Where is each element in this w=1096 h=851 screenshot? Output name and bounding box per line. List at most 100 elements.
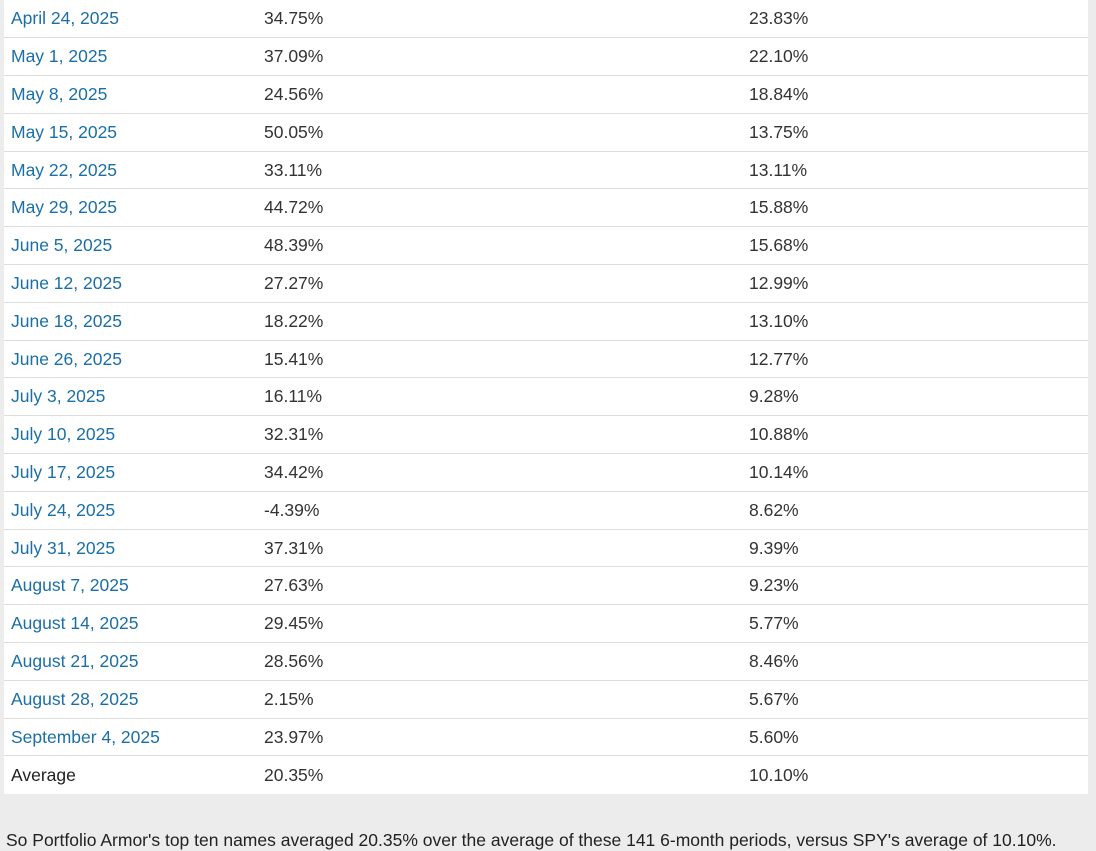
- table-row: May 15, 2025 50.05% 13.75%: [4, 113, 1088, 152]
- date-cell: June 12, 2025: [4, 265, 257, 303]
- summary-paragraph: So Portfolio Armor's top ten names avera…: [6, 829, 1057, 850]
- table-row: June 26, 2025 15.41% 12.77%: [4, 340, 1088, 378]
- average-portfolio-return: 20.35%: [264, 764, 324, 785]
- spy-return-cell: 22.10%: [749, 46, 809, 67]
- spy-return-cell: 15.88%: [749, 197, 809, 218]
- portfolio-return-cell: 37.09%: [264, 46, 324, 67]
- table-row: June 12, 2025 27.27% 12.99%: [4, 265, 1088, 303]
- date-link[interactable]: July 31, 2025: [11, 537, 116, 558]
- table-row: August 7, 2025 27.63% 9.23%: [4, 567, 1088, 605]
- returns-table-container: April 24, 2025 34.75% 23.83% May 1, 2025 37.…: [4, 0, 1088, 794]
- portfolio-return-cell: 2.15%: [264, 688, 314, 709]
- table-row: May 1, 2025 37.09% 22.10%: [4, 38, 1088, 76]
- portfolio-return-cell: -4.39%: [264, 499, 320, 520]
- portfolio-return-cell: 50.05%: [264, 121, 324, 142]
- returns-table: April 24, 2025 34.75% 23.83% May 1, 2025 37.…: [4, 0, 1088, 794]
- date-link[interactable]: April 24, 2025: [11, 8, 119, 29]
- spy-return-cell: 5.60%: [749, 726, 799, 747]
- date-link[interactable]: June 26, 2025: [11, 348, 122, 369]
- spy-return-cell: 5.77%: [749, 613, 799, 634]
- table-row: June 5, 2025 48.39% 15.68%: [4, 227, 1088, 265]
- table-row: July 24, 2025 -4.39% 8.62%: [4, 491, 1088, 530]
- date-cell: June 5, 2025: [4, 227, 257, 265]
- date-link[interactable]: June 18, 2025: [11, 310, 122, 331]
- portfolio-return-cell: 34.42%: [264, 461, 324, 482]
- portfolio-return-cell: 34.75%: [264, 8, 324, 29]
- date-cell: May 8, 2025: [4, 76, 257, 114]
- date-cell: May 22, 2025: [4, 151, 257, 189]
- date-cell: September 4, 2025: [4, 718, 257, 756]
- table-row: July 10, 2025 32.31% 10.88%: [4, 416, 1088, 454]
- date-link[interactable]: July 10, 2025: [11, 424, 116, 445]
- spy-return-cell: 13.11%: [749, 159, 808, 180]
- date-cell: June 26, 2025: [4, 340, 257, 378]
- spy-return-cell: 8.46%: [749, 650, 799, 671]
- portfolio-return-cell: 44.72%: [264, 197, 324, 218]
- spy-return-cell: 9.39%: [749, 537, 799, 558]
- spy-return-cell: 12.77%: [749, 348, 809, 369]
- date-cell: June 18, 2025: [4, 302, 257, 340]
- table-row: May 8, 2025 24.56% 18.84%: [4, 76, 1088, 114]
- portfolio-return-cell: 32.31%: [264, 424, 324, 445]
- date-cell: May 1, 2025: [4, 38, 257, 76]
- date-cell: August 28, 2025: [4, 680, 257, 718]
- table-row: June 18, 2025 18.22% 13.10%: [4, 302, 1088, 341]
- returns-table-body: April 24, 2025 34.75% 23.83% May 1, 2025 37.…: [4, 0, 1088, 794]
- date-link[interactable]: September 4, 2025: [11, 726, 160, 747]
- date-link[interactable]: May 1, 2025: [11, 46, 108, 67]
- portfolio-return-cell: 33.11%: [264, 159, 323, 180]
- spy-return-cell: 10.14%: [749, 461, 809, 482]
- date-cell: August 7, 2025: [4, 567, 257, 605]
- table-row: April 24, 2025 34.75% 23.83%: [4, 0, 1088, 38]
- average-label: Average: [11, 764, 76, 785]
- portfolio-return-cell: 24.56%: [264, 83, 324, 104]
- spy-return-cell: 13.75%: [749, 121, 809, 142]
- date-link[interactable]: June 12, 2025: [11, 272, 122, 293]
- date-cell: May 15, 2025: [4, 113, 257, 151]
- portfolio-return-cell: 23.97%: [264, 726, 324, 747]
- portfolio-return-cell: 27.63%: [264, 575, 324, 596]
- date-link[interactable]: July 3, 2025: [11, 386, 106, 407]
- table-row: September 4, 2025 23.97% 5.60%: [4, 718, 1088, 756]
- date-cell: May 29, 2025: [4, 189, 257, 227]
- table-row: May 22, 2025 33.11% 13.11%: [4, 151, 1088, 189]
- date-cell: July 17, 2025: [4, 454, 257, 492]
- date-link[interactable]: May 22, 2025: [11, 159, 118, 180]
- date-link[interactable]: August 7, 2025: [11, 575, 129, 596]
- portfolio-return-cell: 18.22%: [264, 310, 324, 331]
- spy-return-cell: 9.28%: [749, 386, 799, 407]
- spy-return-cell: 5.67%: [749, 688, 799, 709]
- date-cell: July 10, 2025: [4, 416, 257, 454]
- spy-return-cell: 13.10%: [749, 310, 809, 331]
- date-link[interactable]: July 24, 2025: [11, 499, 116, 520]
- spy-return-cell: 15.68%: [749, 235, 809, 256]
- portfolio-return-cell: 29.45%: [264, 613, 324, 634]
- date-cell: July 3, 2025: [4, 378, 257, 416]
- portfolio-return-cell: 15.41%: [264, 348, 324, 369]
- spy-return-cell: 10.88%: [749, 424, 809, 445]
- table-row: July 3, 2025 16.11% 9.28%: [4, 378, 1088, 416]
- table-row: July 31, 2025 37.31% 9.39%: [4, 529, 1088, 567]
- spy-return-cell: 12.99%: [749, 272, 809, 293]
- date-link[interactable]: May 8, 2025: [11, 83, 108, 104]
- date-cell: April 24, 2025: [4, 0, 257, 38]
- date-link[interactable]: August 28, 2025: [11, 688, 139, 709]
- portfolio-return-cell: 16.11%: [264, 386, 323, 407]
- date-cell: July 24, 2025: [4, 491, 257, 529]
- table-row: July 17, 2025 34.42% 10.14%: [4, 454, 1088, 492]
- date-link[interactable]: August 14, 2025: [11, 613, 139, 634]
- date-link[interactable]: August 21, 2025: [11, 650, 139, 671]
- portfolio-return-cell: 37.31%: [264, 537, 324, 558]
- spy-return-cell: 9.23%: [749, 575, 799, 596]
- date-link[interactable]: May 29, 2025: [11, 197, 118, 218]
- date-link[interactable]: July 17, 2025: [11, 461, 116, 482]
- date-cell: August 14, 2025: [4, 605, 257, 643]
- table-row: August 14, 2025 29.45% 5.77%: [4, 605, 1088, 643]
- date-link[interactable]: June 5, 2025: [11, 235, 113, 256]
- date-cell: July 31, 2025: [4, 529, 257, 567]
- spy-return-cell: 18.84%: [749, 83, 809, 104]
- table-row-average: Average 20.35% 10.10%: [4, 756, 1088, 794]
- average-spy-return: 10.10%: [749, 764, 809, 785]
- date-link[interactable]: May 15, 2025: [11, 121, 118, 142]
- spy-return-cell: 8.62%: [749, 499, 799, 520]
